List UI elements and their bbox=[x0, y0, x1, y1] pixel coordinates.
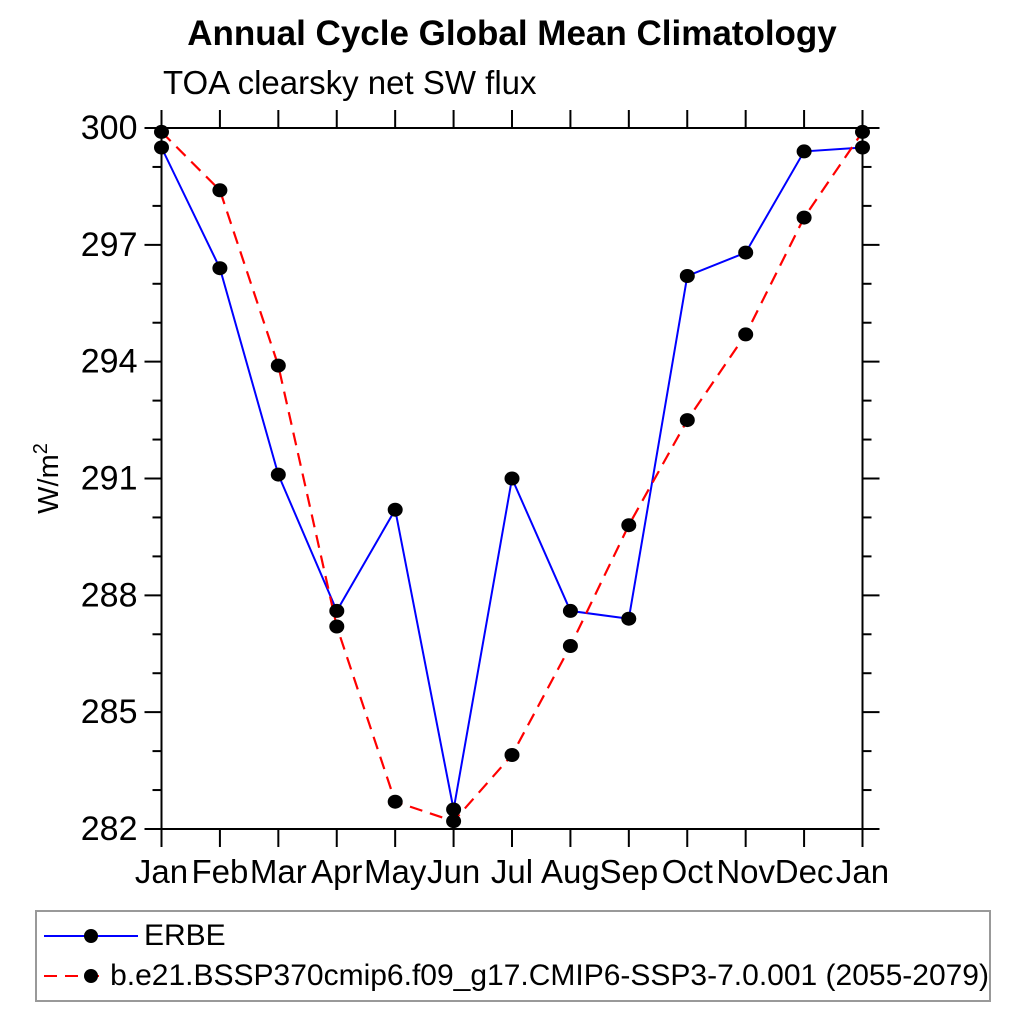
data-point bbox=[796, 210, 812, 225]
y-axis-label: W/m2 bbox=[30, 443, 65, 514]
x-tick-label: Oct bbox=[662, 853, 713, 890]
x-tick-label: Mar bbox=[250, 853, 307, 890]
data-point bbox=[562, 603, 578, 618]
x-tick-label: Nov bbox=[716, 853, 775, 890]
data-point bbox=[212, 183, 228, 198]
data-point bbox=[562, 639, 578, 653]
data-point bbox=[329, 619, 345, 634]
y-tick-label: 285 bbox=[81, 693, 138, 731]
chart-subtitle: TOA clearsky net SW flux bbox=[163, 64, 537, 101]
data-point bbox=[679, 413, 695, 428]
data-point bbox=[154, 140, 169, 155]
data-point bbox=[621, 611, 637, 626]
x-tick-label: Feb bbox=[191, 853, 248, 890]
legend-item-model: b.e21.BSSP370cmip6.f09_g17.CMIP6-SSP3-7.… bbox=[41, 959, 989, 993]
x-tick-label: Jul bbox=[491, 853, 533, 890]
data-point bbox=[504, 471, 520, 486]
x-tick-label: Aug bbox=[541, 853, 600, 890]
data-point bbox=[679, 269, 695, 283]
data-point bbox=[212, 261, 228, 276]
data-point bbox=[621, 518, 637, 533]
legend-marker-icon bbox=[84, 969, 98, 983]
data-point bbox=[387, 794, 403, 809]
y-tick-label: 300 bbox=[81, 109, 138, 147]
data-point bbox=[329, 603, 345, 618]
data-point bbox=[270, 358, 286, 373]
y-tick-label: 294 bbox=[81, 343, 138, 381]
x-tick-label: Dec bbox=[775, 853, 834, 890]
data-point bbox=[738, 327, 754, 342]
legend-label-erbe: ERBE bbox=[144, 919, 226, 952]
data-point bbox=[796, 144, 812, 159]
data-point bbox=[270, 467, 286, 482]
legend-line-sample-model bbox=[44, 969, 108, 983]
data-point bbox=[387, 502, 403, 517]
legend-marker-icon bbox=[84, 929, 98, 943]
legend-label-model: b.e21.BSSP370cmip6.f09_g17.CMIP6-SSP3-7.… bbox=[110, 959, 989, 992]
legend-line-sample-erbe bbox=[44, 929, 138, 943]
legend: ERBE b.e21.BSSP370cmip6.f09_g17.CMIP6-SS… bbox=[35, 910, 991, 1002]
x-tick-label: May bbox=[364, 853, 427, 890]
data-point bbox=[446, 802, 462, 817]
legend-item-erbe: ERBE bbox=[41, 919, 989, 953]
data-point bbox=[504, 748, 520, 762]
data-point bbox=[855, 140, 870, 155]
data-point bbox=[855, 124, 870, 139]
data-point bbox=[446, 814, 462, 829]
x-tick-label: Jan bbox=[836, 853, 889, 890]
x-tick-label: Sep bbox=[599, 853, 658, 890]
x-tick-label: Apr bbox=[311, 853, 362, 890]
x-tick-label: Jan bbox=[135, 853, 188, 890]
data-point bbox=[154, 124, 169, 139]
x-tick-label: Jun bbox=[427, 853, 480, 890]
chart-title: Annual Cycle Global Mean Climatology bbox=[187, 14, 837, 53]
y-tick-label: 282 bbox=[81, 810, 138, 848]
y-tick-label: 297 bbox=[81, 226, 138, 264]
y-tick-label: 291 bbox=[81, 460, 138, 498]
data-point bbox=[738, 245, 754, 260]
y-tick-label: 288 bbox=[81, 576, 138, 614]
